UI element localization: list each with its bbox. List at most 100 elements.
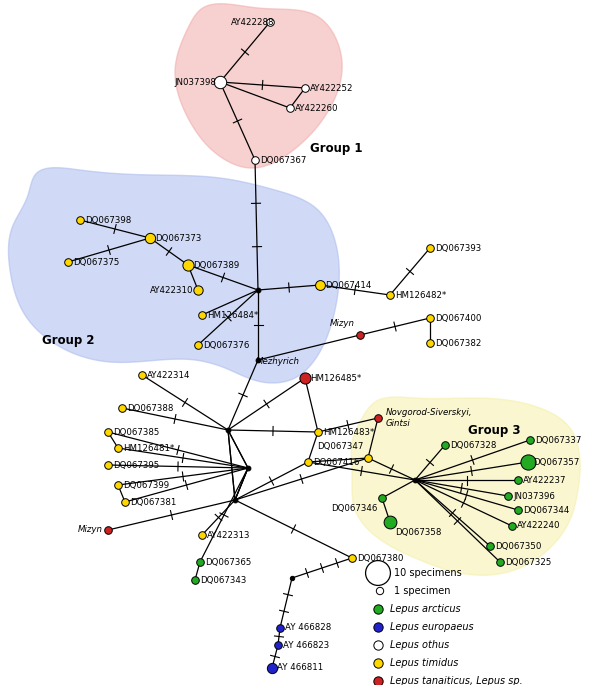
Point [145,232,155,243]
Point [193,284,203,295]
Text: JN037398: JN037398 [174,77,216,86]
Text: AY422237: AY422237 [523,475,567,484]
Text: AY 466823: AY 466823 [283,640,329,649]
Text: 10 specimens: 10 specimens [394,568,461,578]
Text: Mizyn: Mizyn [78,525,103,534]
Point [197,530,207,540]
Text: DQ067414: DQ067414 [325,280,371,290]
Point [230,495,240,506]
Text: Novgorod-Siverskyi,
Gintsi: Novgorod-Siverskyi, Gintsi [386,408,472,428]
Point [373,658,383,669]
Text: DQ067400: DQ067400 [435,314,481,323]
Point [195,556,205,567]
Point [103,427,113,438]
Point [425,338,435,349]
Point [373,412,383,423]
Point [507,521,517,532]
Text: Group 2: Group 2 [42,334,94,347]
Point [243,462,253,473]
Text: AY422260: AY422260 [295,103,338,112]
Point [250,155,260,166]
Text: DQ067357: DQ067357 [533,458,579,466]
Point [485,540,495,551]
Text: DQ067367: DQ067367 [260,155,306,164]
Text: DQ067398: DQ067398 [85,216,131,225]
Point [117,403,127,414]
Text: JN037396: JN037396 [513,492,555,501]
Point [373,675,383,685]
Text: DQ067393: DQ067393 [435,243,481,253]
Text: DQ067385: DQ067385 [113,427,159,436]
Text: Mizyn: Mizyn [330,319,355,327]
Point [373,567,383,578]
Point [373,621,383,632]
Point [113,443,123,453]
Point [253,355,263,366]
Text: AY 466828: AY 466828 [285,623,331,632]
Point [495,556,505,567]
Point [75,214,85,225]
Point [503,490,513,501]
Point [275,623,285,634]
Text: AY 466811: AY 466811 [277,664,323,673]
Point [300,373,310,384]
Text: Lepus othus: Lepus othus [390,640,449,650]
Point [103,460,113,471]
Point [355,329,365,340]
Text: DQ067344: DQ067344 [523,506,570,514]
Point [385,290,395,301]
Point [525,434,535,445]
Point [377,493,387,503]
Point [373,640,383,651]
Point [63,256,73,267]
Point [137,369,147,380]
Point [373,603,383,614]
Text: Lepus europaeus: Lepus europaeus [390,622,474,632]
Text: AY422313: AY422313 [207,530,251,540]
Point [183,260,193,271]
Point [303,456,313,467]
Text: DQ067343: DQ067343 [200,575,246,584]
Point [253,284,263,295]
Point [425,242,435,253]
Text: DQ067373: DQ067373 [155,234,201,242]
Text: DQ067337: DQ067337 [535,436,582,445]
Text: DQ067388: DQ067388 [127,403,173,412]
Point [347,553,357,564]
Text: AY422240: AY422240 [517,521,561,530]
Point [265,16,275,27]
Point [120,497,130,508]
Text: AY422288: AY422288 [231,18,274,27]
Polygon shape [175,3,342,168]
Point [285,103,295,114]
Point [385,516,395,527]
Point [287,573,297,584]
Text: 1 specimen: 1 specimen [394,586,451,596]
Text: Lepus timidus: Lepus timidus [390,658,458,668]
Point [375,586,385,597]
Text: DQ067399: DQ067399 [123,480,169,490]
Text: DQ067376: DQ067376 [203,340,249,349]
Point [113,479,123,490]
Text: DQ067365: DQ067365 [205,558,251,566]
Point [523,456,533,467]
Text: DQ067395: DQ067395 [113,460,159,469]
Text: HM126481*: HM126481* [123,443,174,453]
Point [273,640,283,651]
Point [313,427,323,438]
Point [410,475,420,486]
Text: DQ067416: DQ067416 [313,458,359,466]
Point [300,82,310,93]
Point [103,525,113,536]
Point [425,312,435,323]
Text: AY422314: AY422314 [147,371,190,379]
Polygon shape [351,397,580,575]
Text: AY422252: AY422252 [310,84,353,92]
Polygon shape [8,168,339,383]
Text: AY422310: AY422310 [150,286,193,295]
Text: DQ067380: DQ067380 [357,553,403,562]
Point [193,340,203,351]
Text: Lepus tanaiticus, Lepus sp.: Lepus tanaiticus, Lepus sp. [390,676,522,685]
Text: DQ067346: DQ067346 [330,503,377,512]
Text: DQ067325: DQ067325 [505,558,551,566]
